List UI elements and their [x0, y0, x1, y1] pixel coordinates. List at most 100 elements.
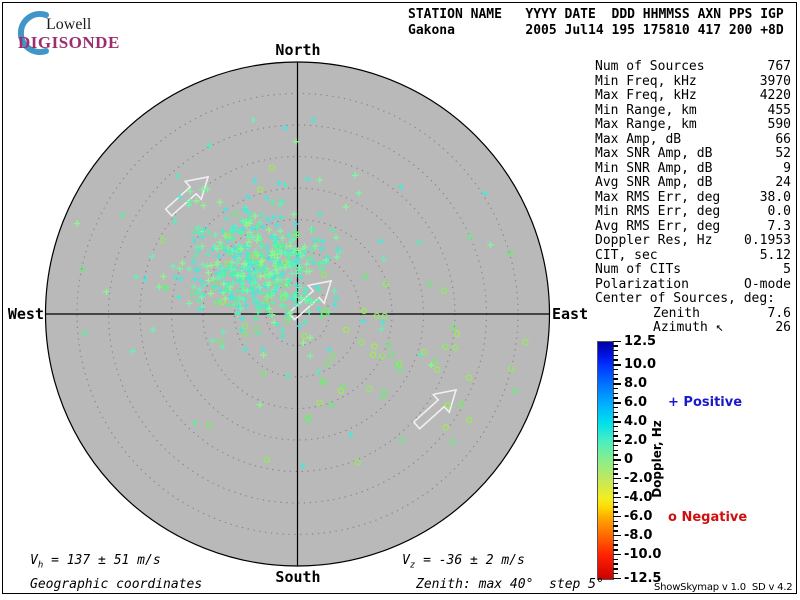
colorbar-tick [613, 374, 618, 376]
colorbar-tick [613, 511, 618, 513]
stat-row: Num of CITs5 [595, 263, 791, 278]
stat-value: O-mode [744, 278, 791, 293]
colorbar-tick [613, 388, 618, 390]
colorbar-tick [613, 402, 621, 404]
colorbar-tick [613, 393, 618, 395]
stat-value: 5.12 [760, 249, 791, 264]
stat-label: Min RMS Err, deg [595, 205, 720, 220]
colorbar-tick-label: 8.0 [624, 377, 647, 390]
colorbar-tick [613, 497, 621, 499]
colorbar-tick-label: -6.0 [624, 510, 652, 523]
stat-value: 52 [775, 147, 791, 162]
colorbar-tick-label: -4.0 [624, 491, 652, 504]
colorbar-tick-label: 12.5 [624, 335, 656, 348]
colorbar-tick [613, 421, 621, 423]
stat-row: Avg RMS Err, deg 7.3 [595, 220, 791, 235]
colorbar-tick [613, 530, 618, 532]
lowell-digisonde-logo: Lowell DIGISONDE [10, 6, 190, 56]
compass-east-label: East [552, 305, 588, 323]
stat-label: Num of Sources [595, 60, 705, 75]
stat-label: Max RMS Err, deg [595, 191, 720, 206]
colorbar-tick [613, 426, 618, 428]
stat-label: Azimuth ↖ [595, 321, 723, 336]
doppler-colorbar [597, 341, 614, 580]
colorbar-tick [613, 525, 618, 527]
colorbar-tick [613, 431, 618, 433]
header-columns: STATION NAME YYYY DATE DDD HHMMSS AXN PP… [408, 7, 784, 22]
colorbar-tick [613, 521, 618, 523]
colorbar-tick-label: 10.0 [624, 358, 656, 371]
colorbar-tick [613, 568, 618, 570]
coordinate-system-label: Geographic coordinates [30, 577, 202, 592]
colorbar-tick-label: 0 [624, 453, 633, 466]
colorbar-tick [613, 383, 621, 385]
stat-row: Min SNR Amp, dB9 [595, 162, 791, 177]
zenith-range-note: Zenith: max 40° step 5° [416, 577, 604, 592]
stat-row: Max Range, km590 [595, 118, 791, 133]
stat-label: Avg RMS Err, deg [595, 220, 720, 235]
stat-label: Max Freq, kHz [595, 89, 697, 104]
colorbar-tick [613, 440, 621, 442]
stat-row: Min Range, km 455 [595, 104, 791, 119]
colorbar-tick [613, 559, 618, 561]
colorbar-tick [613, 535, 621, 537]
logo-text-digisonde: DIGISONDE [18, 33, 120, 53]
colorbar-tick [613, 578, 621, 580]
colorbar-tick [613, 563, 618, 565]
colorbar-tick-label: 4.0 [624, 415, 647, 428]
stat-value: 7.6 [768, 307, 791, 322]
colorbar-tick [613, 554, 621, 556]
stat-value: 4220 [760, 89, 791, 104]
colorbar-tick [613, 397, 618, 399]
colorbar-tick [613, 544, 618, 546]
stat-value: 66 [775, 133, 791, 148]
stat-value: 24 [775, 176, 791, 191]
colorbar-tick-label: -12.5 [624, 572, 661, 585]
colorbar-tick [613, 450, 618, 452]
colorbar-axis-label: Doppler, Hz [650, 420, 664, 498]
colorbar-tick [613, 506, 618, 508]
colorbar-tick [613, 412, 618, 414]
colorbar-tick [613, 407, 618, 409]
stat-value: 9 [783, 162, 791, 177]
colorbar-tick [613, 540, 618, 542]
legend-negative: o Negative [668, 510, 747, 525]
stat-value: 7.3 [768, 220, 791, 235]
stat-row: Max RMS Err, deg 38.0 [595, 191, 791, 206]
legend-positive: + Positive [668, 395, 742, 410]
stat-row: PolarizationO-mode [595, 278, 791, 293]
stat-value: 38.0 [760, 191, 791, 206]
colorbar-tick-label: -2.0 [624, 472, 652, 485]
stat-label: Min Freq, kHz [595, 75, 697, 90]
stat-row: CIT, sec 5.12 [595, 249, 791, 264]
colorbar-tick [613, 435, 618, 437]
colorbar-tick [613, 369, 618, 371]
colorbar-tick [613, 378, 618, 380]
vertical-velocity-readout: Vz = -36 ± 2 m/s [402, 553, 525, 571]
horizontal-velocity-readout: Vh = 137 ± 51 m/s [30, 553, 161, 571]
colorbar-tick [613, 468, 618, 470]
colorbar-tick [613, 445, 618, 447]
colorbar-tick [613, 487, 618, 489]
stat-row: Center of Sources, deg: [595, 292, 791, 307]
stat-value: 455 [768, 104, 791, 119]
stat-value: 0.1953 [744, 234, 791, 249]
stat-value: 767 [768, 60, 791, 75]
colorbar-tick [613, 502, 618, 504]
station-header: STATION NAME YYYY DATE DDD HHMMSS AXN PP… [408, 7, 784, 39]
stat-label: Min Range, km [595, 104, 697, 119]
compass-north-label: North [272, 41, 324, 59]
stat-label: Avg SNR Amp, dB [595, 176, 712, 191]
colorbar-tick [613, 350, 618, 352]
stat-value: 26 [775, 321, 791, 336]
colorbar-tick-label: -10.0 [624, 548, 661, 561]
colorbar-tick [613, 341, 621, 343]
colorbar-tick [613, 573, 618, 575]
stat-label: CIT, sec [595, 249, 658, 264]
colorbar-tick [613, 492, 618, 494]
colorbar-tick-label: 6.0 [624, 396, 647, 409]
stat-label: Max Range, km [595, 118, 697, 133]
stat-label: Zenith [595, 307, 700, 322]
stat-value: 5 [783, 263, 791, 278]
colorbar-tick [613, 364, 621, 366]
